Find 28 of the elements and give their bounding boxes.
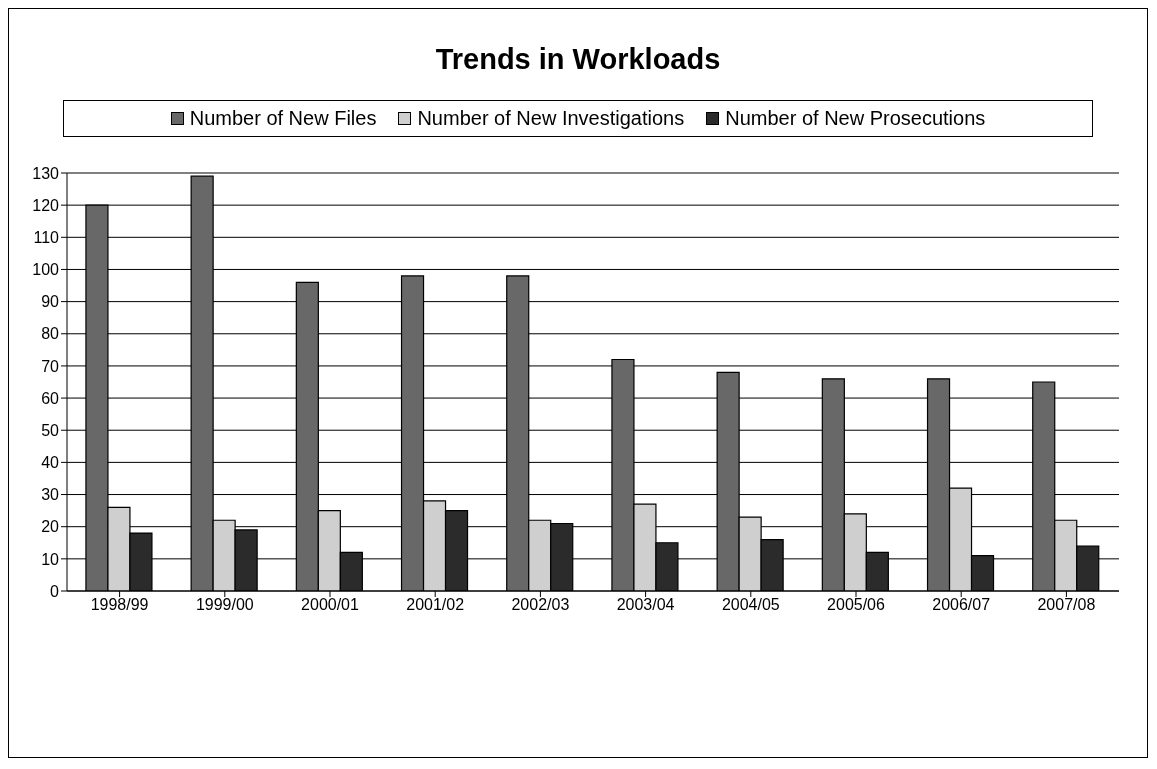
y-tick-label: 10: [41, 550, 60, 568]
x-tick-label: 2004/05: [721, 596, 780, 614]
legend-label: Number of New Investigations: [416, 107, 685, 130]
legend-label: Number of New Files: [188, 107, 377, 130]
y-tick-label: 80: [41, 325, 60, 343]
x-tick-label: 2007/08: [1037, 596, 1096, 614]
y-tick-label: 110: [33, 228, 60, 246]
y-tick-label: 100: [32, 261, 60, 279]
y-tick-label: 30: [41, 486, 60, 504]
x-tick-label: 2005/06: [827, 596, 886, 614]
y-tick-label: 130: [32, 164, 60, 182]
x-tick-label: 2006/07: [932, 596, 991, 614]
y-tick-label: 20: [41, 518, 60, 536]
x-tick-label: 1998/99: [90, 596, 149, 614]
y-tick-label: 0: [50, 582, 60, 600]
chart-title: Trends in Workloads: [434, 43, 722, 76]
y-tick-label: 90: [41, 293, 60, 311]
y-tick-label: 70: [41, 357, 60, 375]
x-tick-label: 2002/03: [511, 596, 570, 614]
y-tick-label: 120: [32, 196, 60, 214]
legend-label: Number of New Prosecutions: [724, 107, 986, 130]
x-tick-label: 2003/04: [616, 596, 675, 614]
x-tick-label: 2001/02: [406, 596, 465, 614]
y-tick-label: 60: [41, 389, 60, 407]
x-tick-label: 1999/00: [195, 596, 254, 614]
y-tick-label: 40: [41, 454, 60, 472]
y-tick-label: 50: [41, 421, 60, 439]
x-tick-label: 2000/01: [301, 596, 360, 614]
